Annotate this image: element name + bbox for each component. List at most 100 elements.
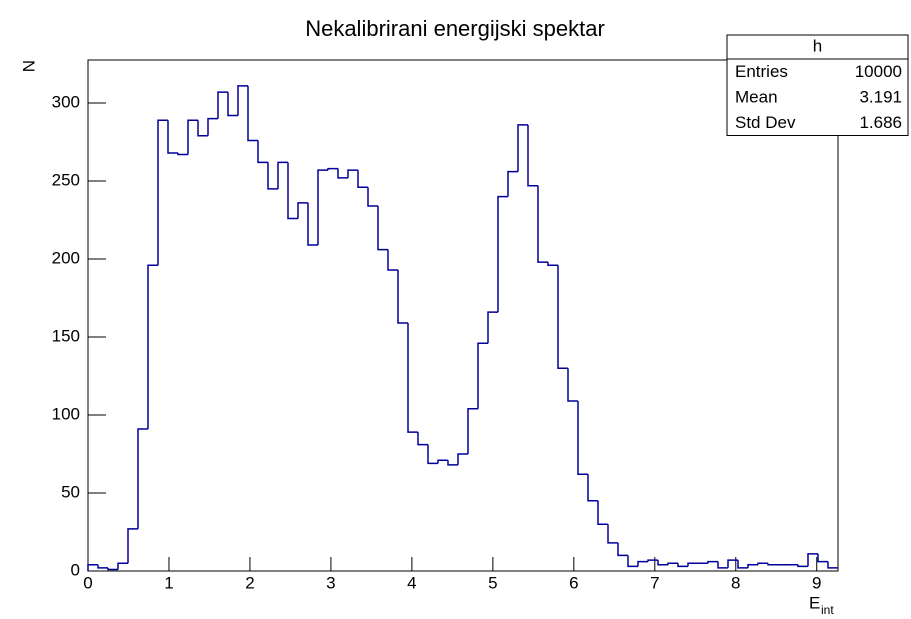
bar bbox=[277, 161, 288, 189]
bar bbox=[97, 564, 108, 569]
x-axis-label-sub: int bbox=[821, 603, 834, 617]
x-tick-label: 6 bbox=[569, 573, 578, 592]
bar bbox=[617, 542, 628, 557]
bar bbox=[667, 562, 678, 565]
bar bbox=[197, 120, 208, 137]
bar bbox=[497, 195, 508, 313]
y-tick-label: 150 bbox=[52, 327, 80, 346]
bar bbox=[127, 528, 138, 564]
bar bbox=[247, 85, 258, 142]
bar bbox=[657, 560, 668, 566]
bar bbox=[797, 564, 808, 568]
bar bbox=[287, 162, 298, 220]
stats-title: h bbox=[813, 36, 822, 55]
bar bbox=[547, 262, 558, 267]
stats-label: Mean bbox=[735, 88, 778, 107]
bar bbox=[297, 202, 308, 219]
stats-value: 1.686 bbox=[859, 113, 902, 132]
stats-value: 10000 bbox=[855, 62, 902, 81]
bar bbox=[637, 560, 648, 567]
x-tick-label: 5 bbox=[488, 573, 497, 592]
x-tick-label: 7 bbox=[650, 573, 659, 592]
bar bbox=[767, 563, 778, 566]
bar bbox=[567, 368, 578, 402]
bar bbox=[137, 428, 148, 529]
y-tick-label: 200 bbox=[52, 249, 80, 268]
bar bbox=[627, 555, 638, 568]
bar bbox=[557, 265, 568, 369]
bar bbox=[267, 162, 278, 190]
y-tick-label: 250 bbox=[52, 171, 80, 190]
bar bbox=[817, 553, 828, 563]
x-tick-label: 4 bbox=[407, 573, 416, 592]
bar bbox=[647, 559, 658, 562]
bar bbox=[597, 500, 608, 525]
bar bbox=[427, 444, 438, 465]
bar bbox=[717, 561, 728, 569]
bar bbox=[387, 249, 398, 271]
bar bbox=[447, 460, 458, 466]
bar bbox=[477, 342, 488, 409]
bar bbox=[587, 474, 598, 502]
bar bbox=[317, 169, 328, 245]
bar bbox=[357, 170, 368, 189]
bar bbox=[87, 564, 98, 571]
x-tick-label: 0 bbox=[83, 573, 92, 592]
bar bbox=[187, 119, 198, 155]
y-tick-label: 300 bbox=[52, 93, 80, 112]
bar bbox=[397, 269, 408, 324]
bar bbox=[507, 170, 518, 197]
bar bbox=[157, 119, 168, 266]
y-tick-label: 100 bbox=[52, 405, 80, 424]
bar bbox=[217, 91, 228, 119]
bar bbox=[307, 202, 318, 246]
bar bbox=[237, 85, 248, 116]
bar bbox=[607, 524, 618, 544]
bar bbox=[117, 562, 128, 570]
bar bbox=[367, 187, 378, 207]
bar bbox=[757, 562, 768, 565]
chart-title: Nekalibrirani energijski spektar bbox=[305, 16, 605, 41]
bar bbox=[327, 167, 338, 171]
bar bbox=[487, 311, 498, 344]
bar bbox=[437, 459, 448, 464]
bar bbox=[677, 563, 688, 568]
bar bbox=[467, 408, 478, 455]
bar bbox=[417, 432, 428, 446]
stats-box bbox=[726, 34, 909, 136]
bar bbox=[227, 92, 238, 117]
bar bbox=[177, 152, 188, 156]
bar bbox=[687, 562, 698, 567]
x-tick-label: 3 bbox=[326, 573, 335, 592]
bar bbox=[337, 168, 348, 179]
bar bbox=[517, 124, 528, 172]
bar bbox=[807, 553, 818, 567]
bar bbox=[737, 560, 748, 569]
bar bbox=[747, 564, 758, 568]
y-axis-label: N bbox=[19, 60, 38, 72]
bar bbox=[147, 264, 158, 430]
y-tick-label: 50 bbox=[61, 482, 80, 501]
stats-label: Entries bbox=[735, 62, 788, 81]
bar bbox=[407, 322, 418, 433]
bar bbox=[527, 124, 538, 187]
bar bbox=[167, 120, 178, 154]
x-tick-label: 1 bbox=[164, 573, 173, 592]
x-tick-label: 9 bbox=[812, 573, 821, 592]
bar bbox=[457, 453, 468, 465]
bar bbox=[347, 169, 358, 178]
stats-value: 3.191 bbox=[859, 88, 902, 107]
x-axis-label: E bbox=[809, 593, 820, 612]
bar bbox=[257, 140, 268, 164]
bar bbox=[727, 559, 738, 568]
bar bbox=[377, 206, 388, 251]
frame bbox=[87, 59, 839, 572]
x-tick-label: 8 bbox=[731, 573, 740, 592]
y-tick-label: 0 bbox=[71, 560, 80, 579]
bar bbox=[537, 185, 548, 263]
bar bbox=[707, 560, 718, 564]
x-tick-label: 2 bbox=[245, 573, 254, 592]
bar bbox=[827, 561, 838, 569]
